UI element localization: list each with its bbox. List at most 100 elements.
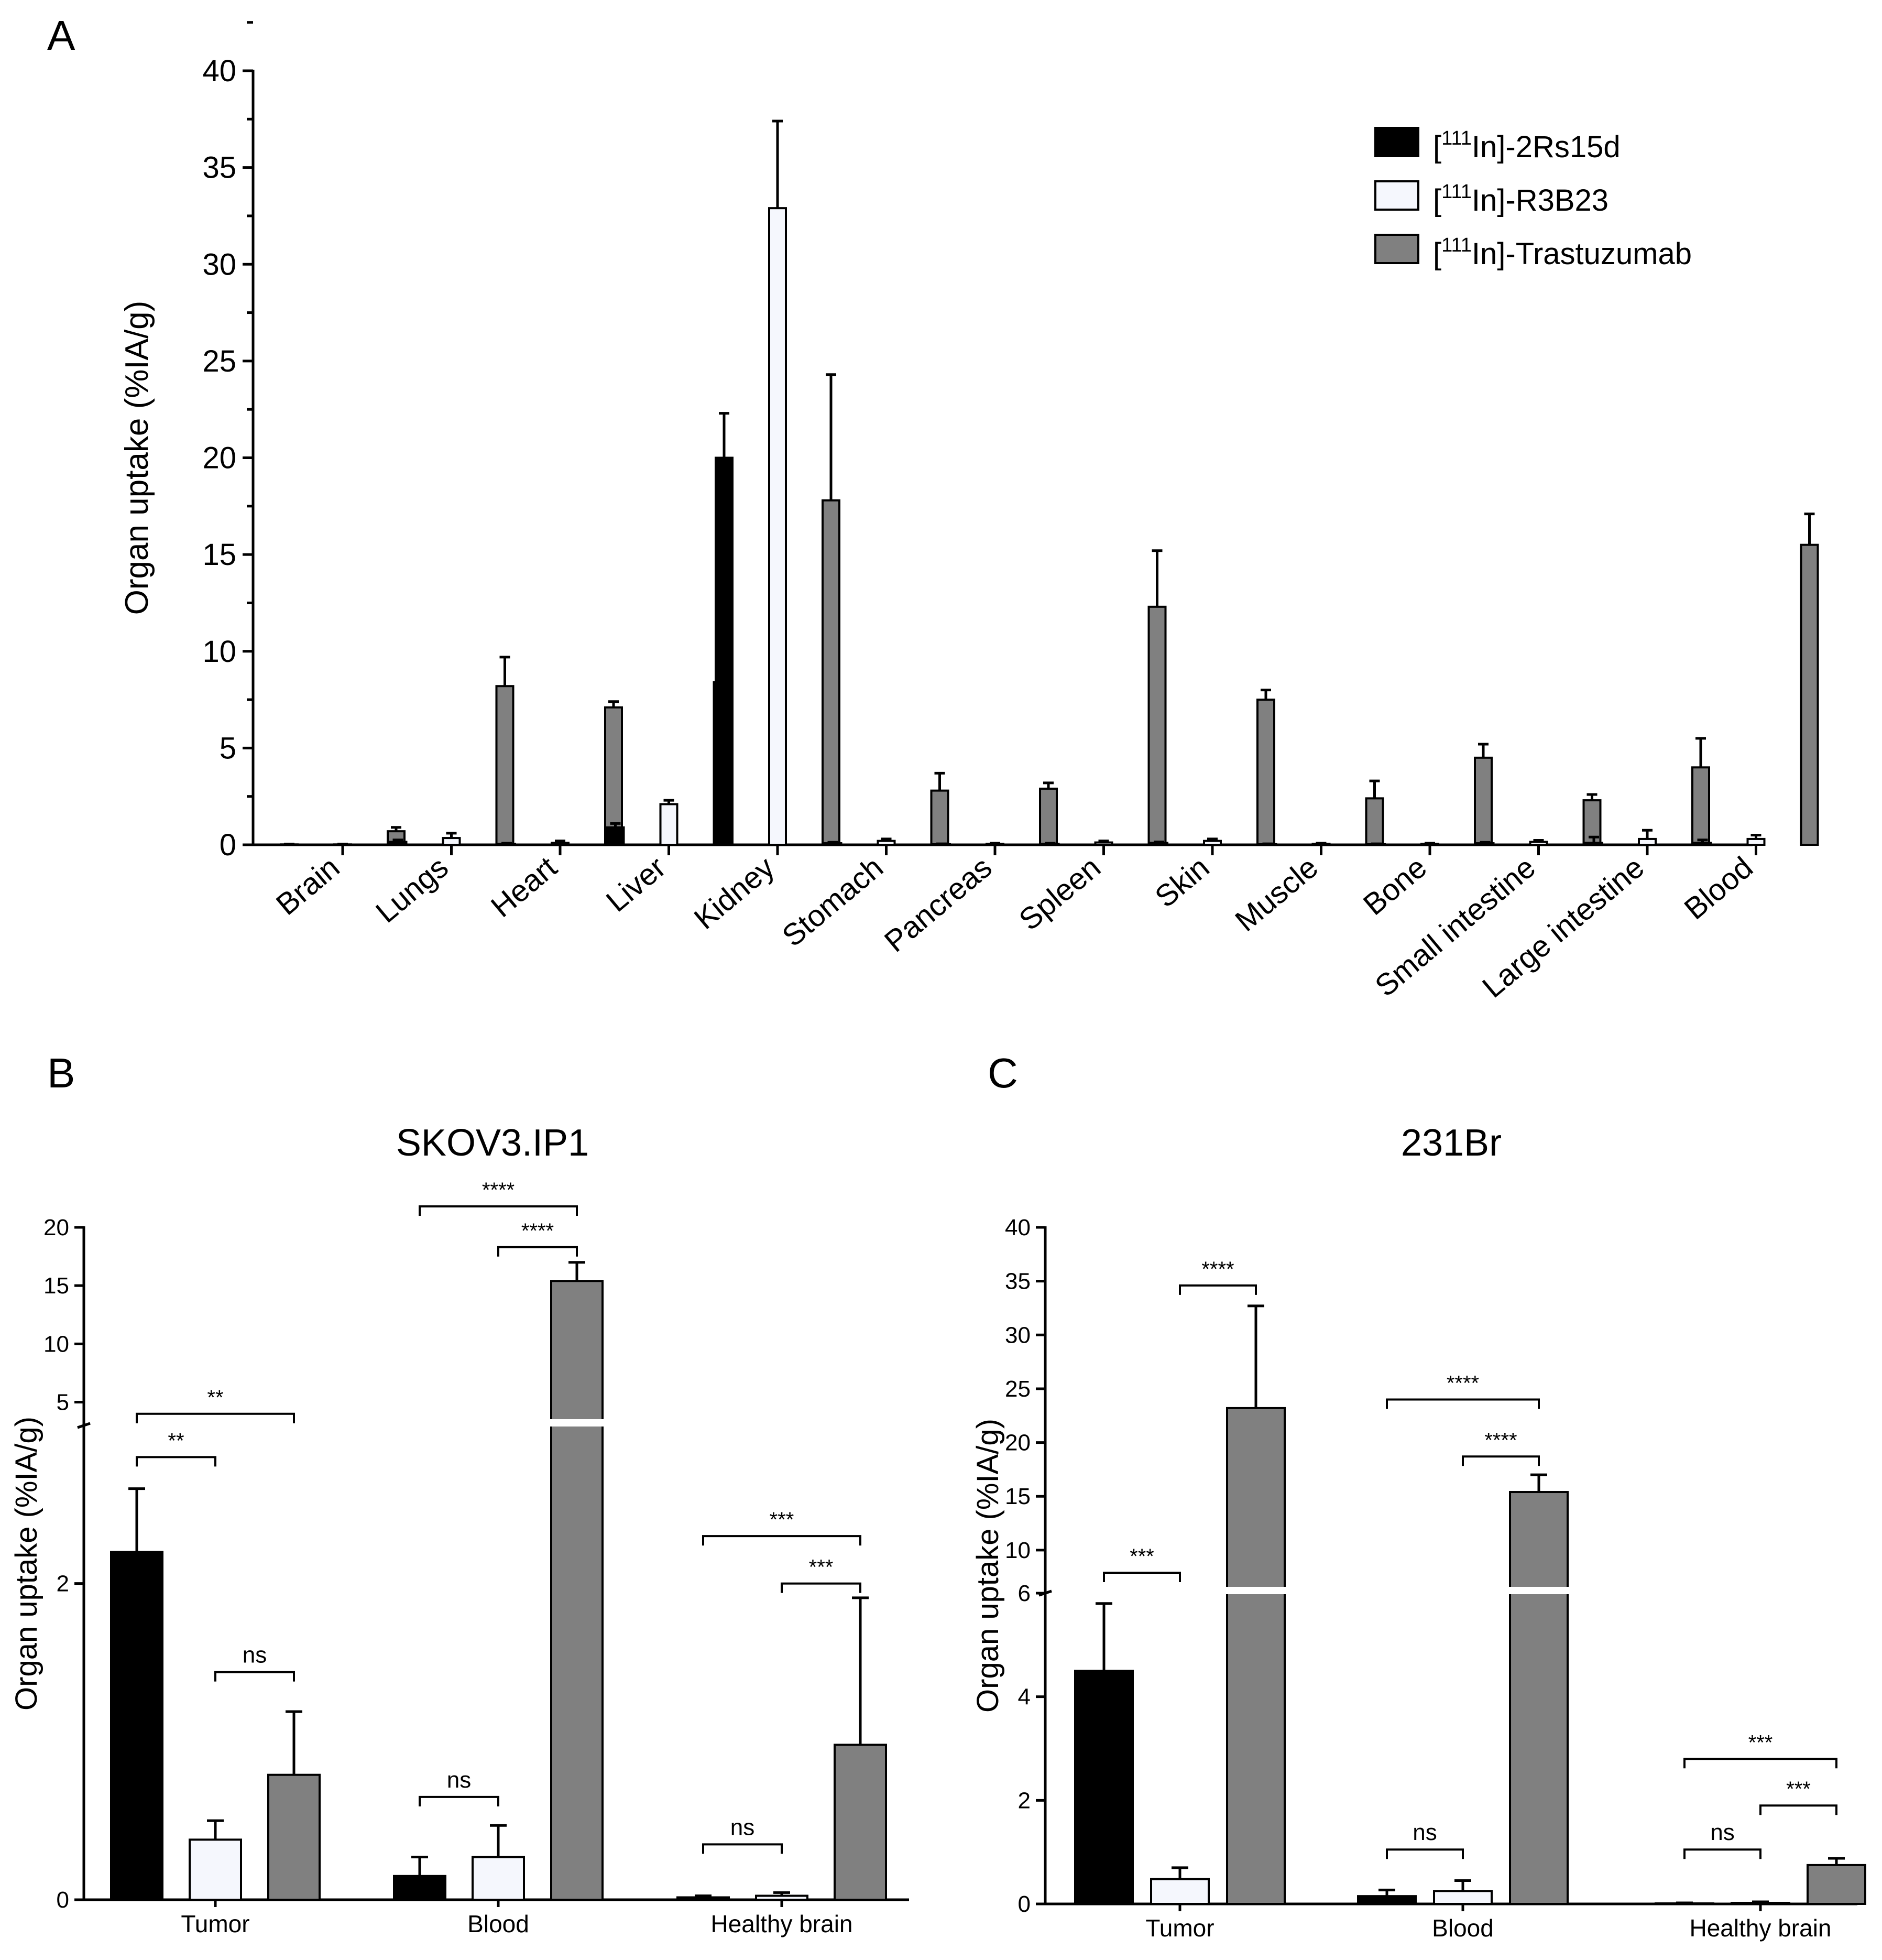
y-tick-label: 10 bbox=[202, 635, 236, 669]
bar-r3b23-heart bbox=[551, 842, 570, 846]
bar-2rs15d-blood bbox=[1693, 842, 1712, 846]
chart-a-organ-uptake: 0 5 10 15 20 25 30 35 40 Organ uptake (%IA/g) Brai… bbox=[119, 21, 1819, 1005]
y-tick-label: 20 bbox=[1005, 1430, 1031, 1456]
significance-label: **** bbox=[1484, 1429, 1517, 1452]
legend: [111In]-2Rs15d [111In]-R3B23 [111In]-Tra… bbox=[1374, 127, 1692, 271]
x-tick-label: Blood bbox=[1432, 1914, 1494, 1942]
x-tick-label: Stomach bbox=[776, 850, 890, 953]
bar-2rs15d-small-intestine bbox=[1475, 842, 1495, 846]
significance-bracket bbox=[1386, 1848, 1464, 1859]
bar-break-gap bbox=[549, 1419, 605, 1427]
x-tick-label: Lungs bbox=[369, 850, 455, 929]
significance-bracket bbox=[136, 1456, 216, 1467]
significance-label: ns bbox=[1710, 1820, 1734, 1845]
bar-r3b23-tumor bbox=[1150, 1878, 1210, 1905]
bar-r3b23-spleen bbox=[1094, 841, 1113, 846]
bar-r3b23-blood bbox=[1746, 837, 1766, 846]
significance-bracket bbox=[1462, 1455, 1540, 1466]
bar-r3b23-skin bbox=[1203, 840, 1222, 846]
bar-trastuzumab-pancreas bbox=[1039, 787, 1058, 846]
bar-break-gap bbox=[1225, 1587, 1287, 1594]
significance-bracket bbox=[1179, 1284, 1257, 1295]
y-tick-label: 10 bbox=[43, 1331, 69, 1357]
x-tick-label: Skin bbox=[1148, 850, 1216, 914]
significance-label: ns bbox=[1413, 1820, 1437, 1845]
bar-r3b23-brain bbox=[333, 843, 352, 846]
significance-bracket bbox=[1683, 1848, 1761, 1859]
significance-bracket bbox=[497, 1246, 578, 1257]
bar-2rs15d-pancreas bbox=[932, 843, 951, 846]
bar-trastuzumab-blood bbox=[1800, 543, 1819, 846]
bar-r3b23-liver bbox=[659, 803, 679, 846]
significance-label: *** bbox=[1748, 1731, 1773, 1754]
bar-trastuzumab-muscle bbox=[1365, 797, 1384, 846]
bar-2rs15d-tumor bbox=[110, 1551, 163, 1901]
y-tick-label: 40 bbox=[1005, 1215, 1031, 1240]
x-tick-label: Bone bbox=[1357, 850, 1434, 922]
y-tick-label: 15 bbox=[1005, 1484, 1031, 1509]
y-tick-label: 0 bbox=[1018, 1891, 1031, 1917]
bar-break-gap bbox=[1508, 1587, 1570, 1594]
y-tick-label: 15 bbox=[43, 1273, 69, 1299]
x-tick-label: Healthy brain bbox=[1689, 1914, 1831, 1942]
bar-2rs15d-liver bbox=[606, 826, 625, 846]
significance-bracket bbox=[1386, 1398, 1540, 1409]
y-axis-label: Organ uptake (%IA/g) bbox=[9, 1417, 43, 1711]
bar-trastuzumab-tumor bbox=[1226, 1407, 1286, 1905]
bar-2rs15d-spleen bbox=[1041, 843, 1060, 846]
y-tick-label: 5 bbox=[57, 1390, 69, 1415]
bar-trastuzumab-spleen bbox=[1147, 605, 1167, 846]
significance-label: ns bbox=[730, 1814, 754, 1840]
bar-r3b23-large-intestine bbox=[1638, 837, 1657, 846]
y-tick-label: 15 bbox=[202, 538, 236, 572]
legend-swatch-trastuzumab bbox=[1374, 234, 1419, 264]
y-tick-label: 30 bbox=[1005, 1322, 1031, 1348]
x-tick-label: Tumor bbox=[181, 1910, 249, 1937]
legend-label-2rs15d: [111In]-2Rs15d bbox=[1433, 127, 1621, 164]
bar-r3b23-muscle bbox=[1311, 843, 1331, 846]
y-axis-label: Organ uptake (%IA/g) bbox=[119, 301, 155, 615]
y-tick-label: 40 bbox=[202, 54, 236, 88]
x-tick-label: Muscle bbox=[1229, 850, 1325, 938]
legend-item-2rs15d: [111In]-2Rs15d bbox=[1374, 127, 1621, 164]
bar-trastuzumab-healthy-brain bbox=[834, 1744, 887, 1901]
y-tick-label: 30 bbox=[202, 247, 236, 281]
significance-bracket bbox=[1759, 1804, 1837, 1815]
bar-2rs15d-heart bbox=[497, 843, 516, 846]
bar-2rs15d-stomach bbox=[823, 842, 842, 846]
y-tick-label: 6 bbox=[1018, 1581, 1031, 1606]
significance-label: *** bbox=[1786, 1778, 1811, 1801]
legend-item-trastuzumab: [111In]-Trastuzumab bbox=[1374, 234, 1692, 271]
legend-item-r3b23: [111In]-R3B23 bbox=[1374, 180, 1609, 217]
significance-bracket bbox=[702, 1535, 861, 1546]
significance-label: ** bbox=[168, 1429, 184, 1452]
legend-label-r3b23: [111In]-R3B23 bbox=[1433, 181, 1609, 217]
bar-trastuzumab-bone bbox=[1474, 756, 1493, 846]
x-tick-label: Blood bbox=[467, 1910, 529, 1937]
significance-label: *** bbox=[809, 1556, 834, 1579]
bar-trastuzumab-tumor bbox=[267, 1773, 321, 1901]
bar-trastuzumab-lungs bbox=[495, 685, 515, 846]
significance-label: ** bbox=[207, 1386, 223, 1409]
significance-bracket bbox=[702, 1843, 783, 1854]
bar-r3b23-healthy-brain bbox=[755, 1894, 808, 1901]
bar-trastuzumab-skin bbox=[1256, 699, 1275, 846]
chart-c-231br: 231Br 10 15 20 25 30 35 40 0 2 4 6 Organ uptake (%IA… bbox=[971, 1122, 1866, 1942]
y-tick-label: 35 bbox=[1005, 1269, 1031, 1294]
legend-swatch-2rs15d bbox=[1374, 127, 1419, 157]
significance-label: **** bbox=[1201, 1258, 1234, 1281]
significance-label: **** bbox=[482, 1179, 515, 1202]
significance-label: ns bbox=[447, 1767, 471, 1793]
bar-trastuzumab-healthy-brain bbox=[1807, 1864, 1866, 1905]
legend-swatch-r3b23 bbox=[1374, 180, 1419, 211]
y-tick-label: 0 bbox=[220, 828, 236, 862]
axis-break-mark bbox=[77, 1422, 91, 1429]
x-tick-label: Brain bbox=[270, 850, 346, 922]
significance-bracket bbox=[214, 1671, 295, 1682]
bar-r3b23-stomach bbox=[877, 840, 896, 846]
bar-2rs15d-brain bbox=[280, 843, 299, 846]
bar-trastuzumab-large-intestine bbox=[1691, 766, 1710, 846]
legend-label-trastuzumab: [111In]-Trastuzumab bbox=[1433, 234, 1692, 271]
bar-2rs15d-large-intestine bbox=[1584, 842, 1603, 846]
